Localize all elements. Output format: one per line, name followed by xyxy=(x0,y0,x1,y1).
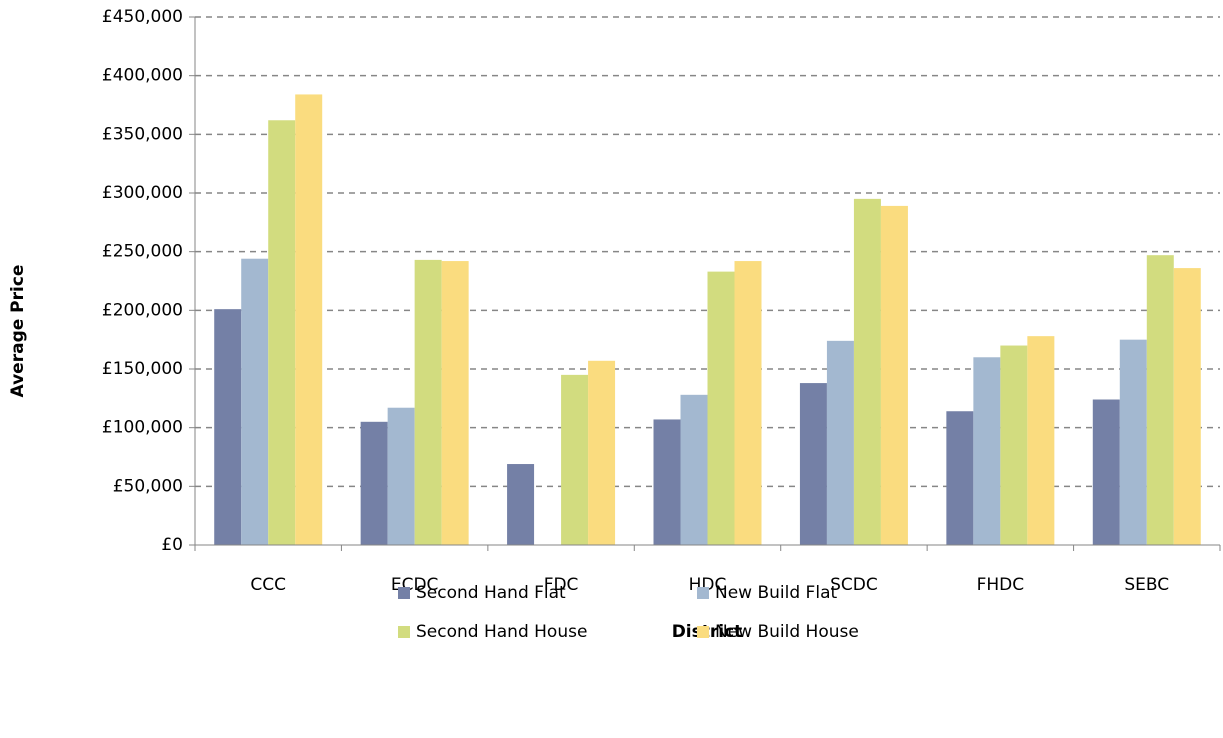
bar xyxy=(799,383,827,545)
x-tick-label: SCDC xyxy=(830,575,878,595)
legend-label: Second Hand House xyxy=(416,622,587,642)
bar xyxy=(680,394,708,545)
legend-swatch xyxy=(697,626,709,638)
bar xyxy=(214,309,242,545)
y-axis-title: Average Price xyxy=(8,265,28,398)
x-tick-label: SEBC xyxy=(1124,575,1169,595)
bar xyxy=(1000,345,1028,545)
legend-swatch xyxy=(398,587,410,599)
bar xyxy=(241,258,269,545)
bar xyxy=(707,271,735,545)
legend-swatch xyxy=(398,626,410,638)
bar xyxy=(441,261,469,545)
bar xyxy=(1092,399,1120,545)
bar xyxy=(853,198,881,545)
legend-swatch xyxy=(697,587,709,599)
x-tick-label: FHDC xyxy=(977,575,1025,595)
bar xyxy=(387,407,415,545)
bar xyxy=(826,340,854,545)
y-tick-label: £250,000 xyxy=(102,242,183,262)
y-tick-label: £300,000 xyxy=(102,183,183,203)
bar xyxy=(1027,336,1055,545)
bar xyxy=(360,421,388,545)
bar xyxy=(414,259,442,545)
legend-label: New Build Flat xyxy=(715,583,837,603)
x-tick-label: FDC xyxy=(544,575,579,595)
bar xyxy=(734,261,762,545)
bar xyxy=(1119,339,1147,545)
y-tick-label: £50,000 xyxy=(113,476,183,496)
y-tick-label: £150,000 xyxy=(102,359,183,379)
y-tick-label: £400,000 xyxy=(102,66,183,86)
legend-label: New Build House xyxy=(715,622,859,642)
bar xyxy=(1173,268,1201,545)
y-tick-label: £450,000 xyxy=(102,7,183,27)
y-tick-label: £350,000 xyxy=(102,124,183,144)
bar xyxy=(1146,255,1174,546)
bar xyxy=(653,419,681,545)
bar xyxy=(507,464,535,545)
y-tick-label: £200,000 xyxy=(102,300,183,320)
bar xyxy=(295,94,323,545)
y-tick-label: £0 xyxy=(161,535,183,555)
bar xyxy=(973,357,1001,545)
bar xyxy=(880,205,908,545)
bar xyxy=(946,411,974,545)
x-tick-label: CCC xyxy=(250,575,286,595)
bar xyxy=(268,120,296,546)
bar xyxy=(561,374,589,545)
legend-label: Second Hand Flat xyxy=(416,583,566,603)
y-tick-label: £100,000 xyxy=(102,418,183,438)
bar xyxy=(588,360,616,545)
